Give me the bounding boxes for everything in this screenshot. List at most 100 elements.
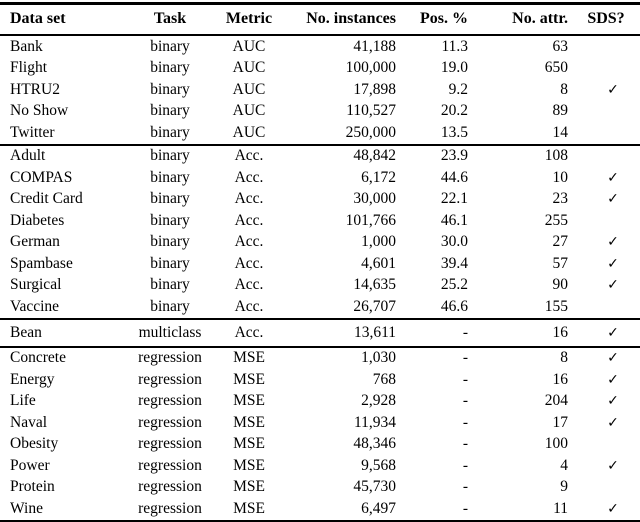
cell-pos-pct: 11.3 bbox=[441, 37, 468, 55]
cell-attr: 8 bbox=[560, 80, 568, 98]
table-row: Diabetes binary Acc. 101,766 46.1 255 bbox=[0, 210, 640, 232]
cell-metric: Acc. bbox=[234, 168, 264, 186]
table-row: Credit Card binary Acc. 30,000 22.1 23 ✓ bbox=[0, 189, 640, 211]
column-header-attr: No. attr. bbox=[512, 10, 568, 27]
table-group: Bank binary AUC 41,188 11.3 63 Flight binary AUC… bbox=[0, 35, 640, 145]
cell-metric: MSE bbox=[233, 349, 265, 367]
cell-task: binary bbox=[150, 59, 190, 77]
cell-sds-check bbox=[572, 210, 640, 232]
cell-instances: 9,568 bbox=[361, 456, 396, 474]
table-row: Naval regression MSE 11,934 - 17 ✓ bbox=[0, 412, 640, 434]
cell-sds-check: ✓ bbox=[607, 500, 619, 517]
cell-dataset: Bank bbox=[10, 37, 43, 55]
cell-attr: 204 bbox=[544, 392, 568, 410]
cell-pos-pct: 46.6 bbox=[440, 297, 468, 315]
table-group: Bean multiclass Acc. 13,611 - 16 ✓ bbox=[0, 318, 640, 347]
table-row: Twitter binary AUC 250,000 13.5 14 bbox=[0, 122, 640, 145]
cell-instances: 6,497 bbox=[361, 499, 396, 517]
cell-attr: 89 bbox=[552, 102, 569, 120]
cell-task: regression bbox=[138, 456, 202, 474]
cell-pos-pct: - bbox=[462, 323, 468, 341]
cell-pos-pct: - bbox=[462, 435, 468, 453]
column-header-sds: SDS? bbox=[587, 10, 625, 27]
cell-task: regression bbox=[138, 370, 202, 388]
cell-pos-pct: 44.6 bbox=[440, 168, 468, 186]
cell-sds-check: ✓ bbox=[607, 234, 619, 251]
table-row: Obesity regression MSE 48,346 - 100 bbox=[0, 434, 640, 456]
cell-instances: 1,000 bbox=[361, 233, 396, 251]
cell-pos-pct: - bbox=[462, 392, 468, 410]
cell-dataset: Flight bbox=[10, 59, 48, 77]
cell-pos-pct: 22.1 bbox=[440, 190, 468, 208]
cell-dataset: Bean bbox=[10, 323, 42, 341]
cell-attr: 11 bbox=[553, 499, 568, 517]
column-header-task: Task bbox=[153, 10, 187, 27]
cell-sds-check: ✓ bbox=[607, 371, 619, 388]
cell-metric: MSE bbox=[233, 478, 265, 496]
cell-dataset: Adult bbox=[10, 147, 46, 165]
cell-sds-check: ✓ bbox=[607, 457, 619, 474]
cell-metric: MSE bbox=[233, 370, 265, 388]
cell-attr: 650 bbox=[544, 59, 568, 77]
cell-sds-check: ✓ bbox=[607, 191, 619, 208]
table-row: HTRU2 binary AUC 17,898 9.2 8 ✓ bbox=[0, 79, 640, 101]
cell-pos-pct: 23.9 bbox=[440, 147, 468, 165]
cell-instances: 41,188 bbox=[353, 37, 396, 55]
cell-instances: 6,172 bbox=[361, 168, 396, 186]
cell-instances: 17,898 bbox=[353, 80, 396, 98]
cell-instances: 100,000 bbox=[345, 59, 396, 77]
cell-metric: Acc. bbox=[234, 323, 264, 341]
cell-metric: MSE bbox=[233, 392, 265, 410]
cell-instances: 45,730 bbox=[353, 478, 396, 496]
cell-pos-pct: - bbox=[462, 499, 468, 517]
cell-dataset: Twitter bbox=[10, 123, 55, 141]
cell-pos-pct: - bbox=[462, 478, 468, 496]
cell-pos-pct: 30.0 bbox=[440, 233, 468, 251]
cell-metric: Acc. bbox=[234, 297, 264, 315]
column-header-pos-pct: Pos. % bbox=[420, 10, 468, 27]
table-row: Adult binary Acc. 48,842 23.9 108 bbox=[0, 145, 640, 168]
cell-pos-pct: - bbox=[462, 413, 468, 431]
table-group: Adult binary Acc. 48,842 23.9 108 COMPAS binary… bbox=[0, 144, 640, 319]
cell-dataset: Concrete bbox=[10, 349, 66, 367]
column-header-instances: No. instances bbox=[306, 10, 396, 27]
cell-dataset: No Show bbox=[10, 102, 69, 120]
cell-task: binary bbox=[150, 276, 190, 294]
cell-dataset: Obesity bbox=[10, 435, 59, 453]
table-row: Bean multiclass Acc. 13,611 - 16 ✓ bbox=[0, 319, 640, 347]
cell-metric: AUC bbox=[232, 80, 266, 98]
cell-attr: 4 bbox=[560, 456, 568, 474]
cell-sds-check: ✓ bbox=[607, 277, 619, 294]
cell-sds-check: ✓ bbox=[607, 255, 619, 272]
cell-dataset: Protein bbox=[10, 478, 55, 496]
cell-dataset: Energy bbox=[10, 370, 55, 388]
cell-attr: 17 bbox=[552, 413, 569, 431]
cell-pos-pct: 46.1 bbox=[440, 211, 468, 229]
cell-sds-check: ✓ bbox=[607, 393, 619, 410]
cell-pos-pct: 20.2 bbox=[440, 102, 468, 120]
table-row: Spambase binary Acc. 4,601 39.4 57 ✓ bbox=[0, 253, 640, 275]
cell-dataset: Wine bbox=[10, 499, 43, 517]
cell-dataset: Naval bbox=[10, 413, 48, 431]
cell-attr: 57 bbox=[552, 254, 569, 272]
table-row: Power regression MSE 9,568 - 4 ✓ bbox=[0, 455, 640, 477]
cell-dataset: Vaccine bbox=[10, 297, 60, 315]
cell-sds-check bbox=[572, 434, 640, 456]
cell-task: regression bbox=[138, 478, 202, 496]
cell-metric: MSE bbox=[233, 435, 265, 453]
cell-instances: 30,000 bbox=[353, 190, 396, 208]
cell-dataset: COMPAS bbox=[10, 168, 73, 186]
cell-attr: 63 bbox=[552, 37, 569, 55]
cell-sds-check bbox=[572, 101, 640, 123]
cell-task: multiclass bbox=[138, 323, 202, 341]
cell-pos-pct: 13.5 bbox=[440, 123, 468, 141]
cell-task: binary bbox=[150, 254, 190, 272]
cell-metric: AUC bbox=[232, 102, 266, 120]
cell-attr: 27 bbox=[552, 233, 569, 251]
cell-instances: 110,527 bbox=[346, 102, 396, 120]
cell-metric: Acc. bbox=[234, 147, 264, 165]
table-row: Flight binary AUC 100,000 19.0 650 bbox=[0, 58, 640, 80]
cell-attr: 16 bbox=[552, 370, 569, 388]
cell-pos-pct: 19.0 bbox=[440, 59, 468, 77]
